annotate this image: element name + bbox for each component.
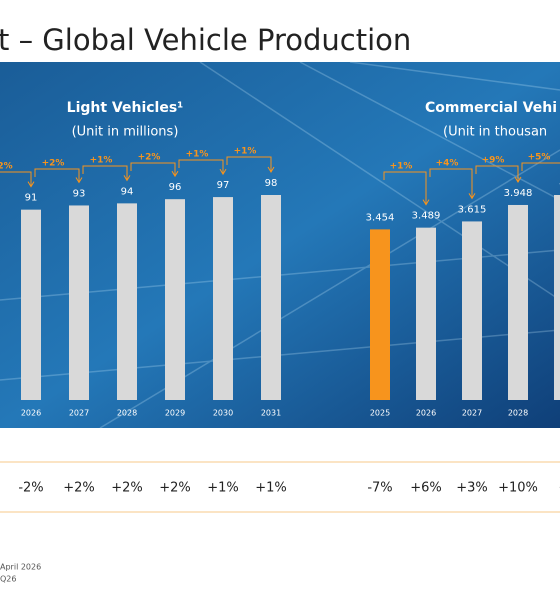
arrow-head <box>468 193 476 200</box>
growth-arrow <box>34 168 80 182</box>
bar <box>416 227 436 400</box>
x-tick-label: 2028 <box>117 409 137 418</box>
footnote: April 2026 <box>0 563 41 572</box>
growth-arrow <box>178 159 224 174</box>
bar <box>213 197 233 400</box>
arrow-head <box>171 170 179 178</box>
arrow-head <box>219 168 227 176</box>
change-label: +1% <box>207 481 239 496</box>
growth-arrow <box>475 165 519 181</box>
growth-arrow <box>82 165 128 180</box>
growth-label: +5% <box>528 153 551 163</box>
change-label: +10% <box>498 481 538 496</box>
change-label: +2% <box>111 481 143 496</box>
growth-arrow <box>521 162 560 171</box>
change-label: +1% <box>255 481 287 496</box>
chart-subtitle: (Unit in millions) <box>72 125 179 140</box>
change-label: +3% <box>456 481 488 496</box>
arrow-head <box>422 199 430 206</box>
value-label: 97 <box>217 180 230 191</box>
growth-label: +2% <box>138 153 161 163</box>
slide-title: t – Global Vehicle Production <box>0 23 411 57</box>
change-label: -2% <box>18 481 43 496</box>
change-label: +2% <box>159 481 191 496</box>
value-label: 96 <box>169 182 182 193</box>
growth-arrow <box>226 156 272 171</box>
x-tick-label: 2025 <box>370 409 390 418</box>
arrow-head <box>267 166 275 173</box>
x-tick-label: 2026 <box>21 409 41 418</box>
chart-subtitle: (Unit in thousan <box>443 125 547 140</box>
value-label: 94 <box>121 186 134 197</box>
growth-arrow <box>130 162 176 176</box>
growth-label: +2% <box>42 159 65 169</box>
bar <box>508 204 528 400</box>
growth-label: +1% <box>234 147 257 157</box>
x-tick-label: 2028 <box>508 409 528 418</box>
value-label: 3.948 <box>504 188 533 199</box>
x-tick-label: 2029 <box>165 409 185 418</box>
arrow-head <box>75 177 83 184</box>
change-label: -7% <box>367 481 392 496</box>
value-label: 3.454 <box>366 212 395 223</box>
growth-label: 2% <box>0 162 13 172</box>
growth-arrow <box>383 171 427 204</box>
footnote: Q26 <box>0 575 16 584</box>
arrow-head <box>514 176 522 183</box>
bar <box>462 221 482 400</box>
bar <box>370 229 390 400</box>
x-tick-label: 2030 <box>213 409 233 418</box>
growth-label: +4% <box>436 159 459 169</box>
x-tick-label: 2027 <box>462 409 482 418</box>
growth-label: +9% <box>482 156 505 166</box>
change-label: +6% <box>410 481 442 496</box>
growth-arrow <box>429 168 473 198</box>
value-label: 3.489 <box>412 211 441 222</box>
x-tick-label: 2027 <box>69 409 89 418</box>
growth-arrow <box>0 171 32 186</box>
growth-label: +1% <box>186 150 209 160</box>
bar <box>21 209 41 400</box>
x-tick-label: 2031 <box>261 409 281 418</box>
bar <box>117 203 137 400</box>
chart-title: Light Vehicles¹ <box>67 100 184 116</box>
x-tick-label: 2026 <box>416 409 436 418</box>
bar <box>165 199 185 400</box>
arrow-head <box>123 175 131 182</box>
bar <box>261 195 281 400</box>
bar <box>69 205 89 400</box>
arrow-head <box>27 181 35 188</box>
value-label: 3.615 <box>458 204 487 215</box>
chart-title: Commercial Vehi <box>425 100 557 116</box>
bar <box>554 195 560 400</box>
value-label: 91 <box>25 193 38 204</box>
change-label: + <box>559 481 560 496</box>
growth-label: +1% <box>90 156 113 166</box>
value-label: 98 <box>265 178 278 189</box>
growth-label: +1% <box>390 162 413 172</box>
change-label: +2% <box>63 481 95 496</box>
value-label: 93 <box>73 188 86 199</box>
